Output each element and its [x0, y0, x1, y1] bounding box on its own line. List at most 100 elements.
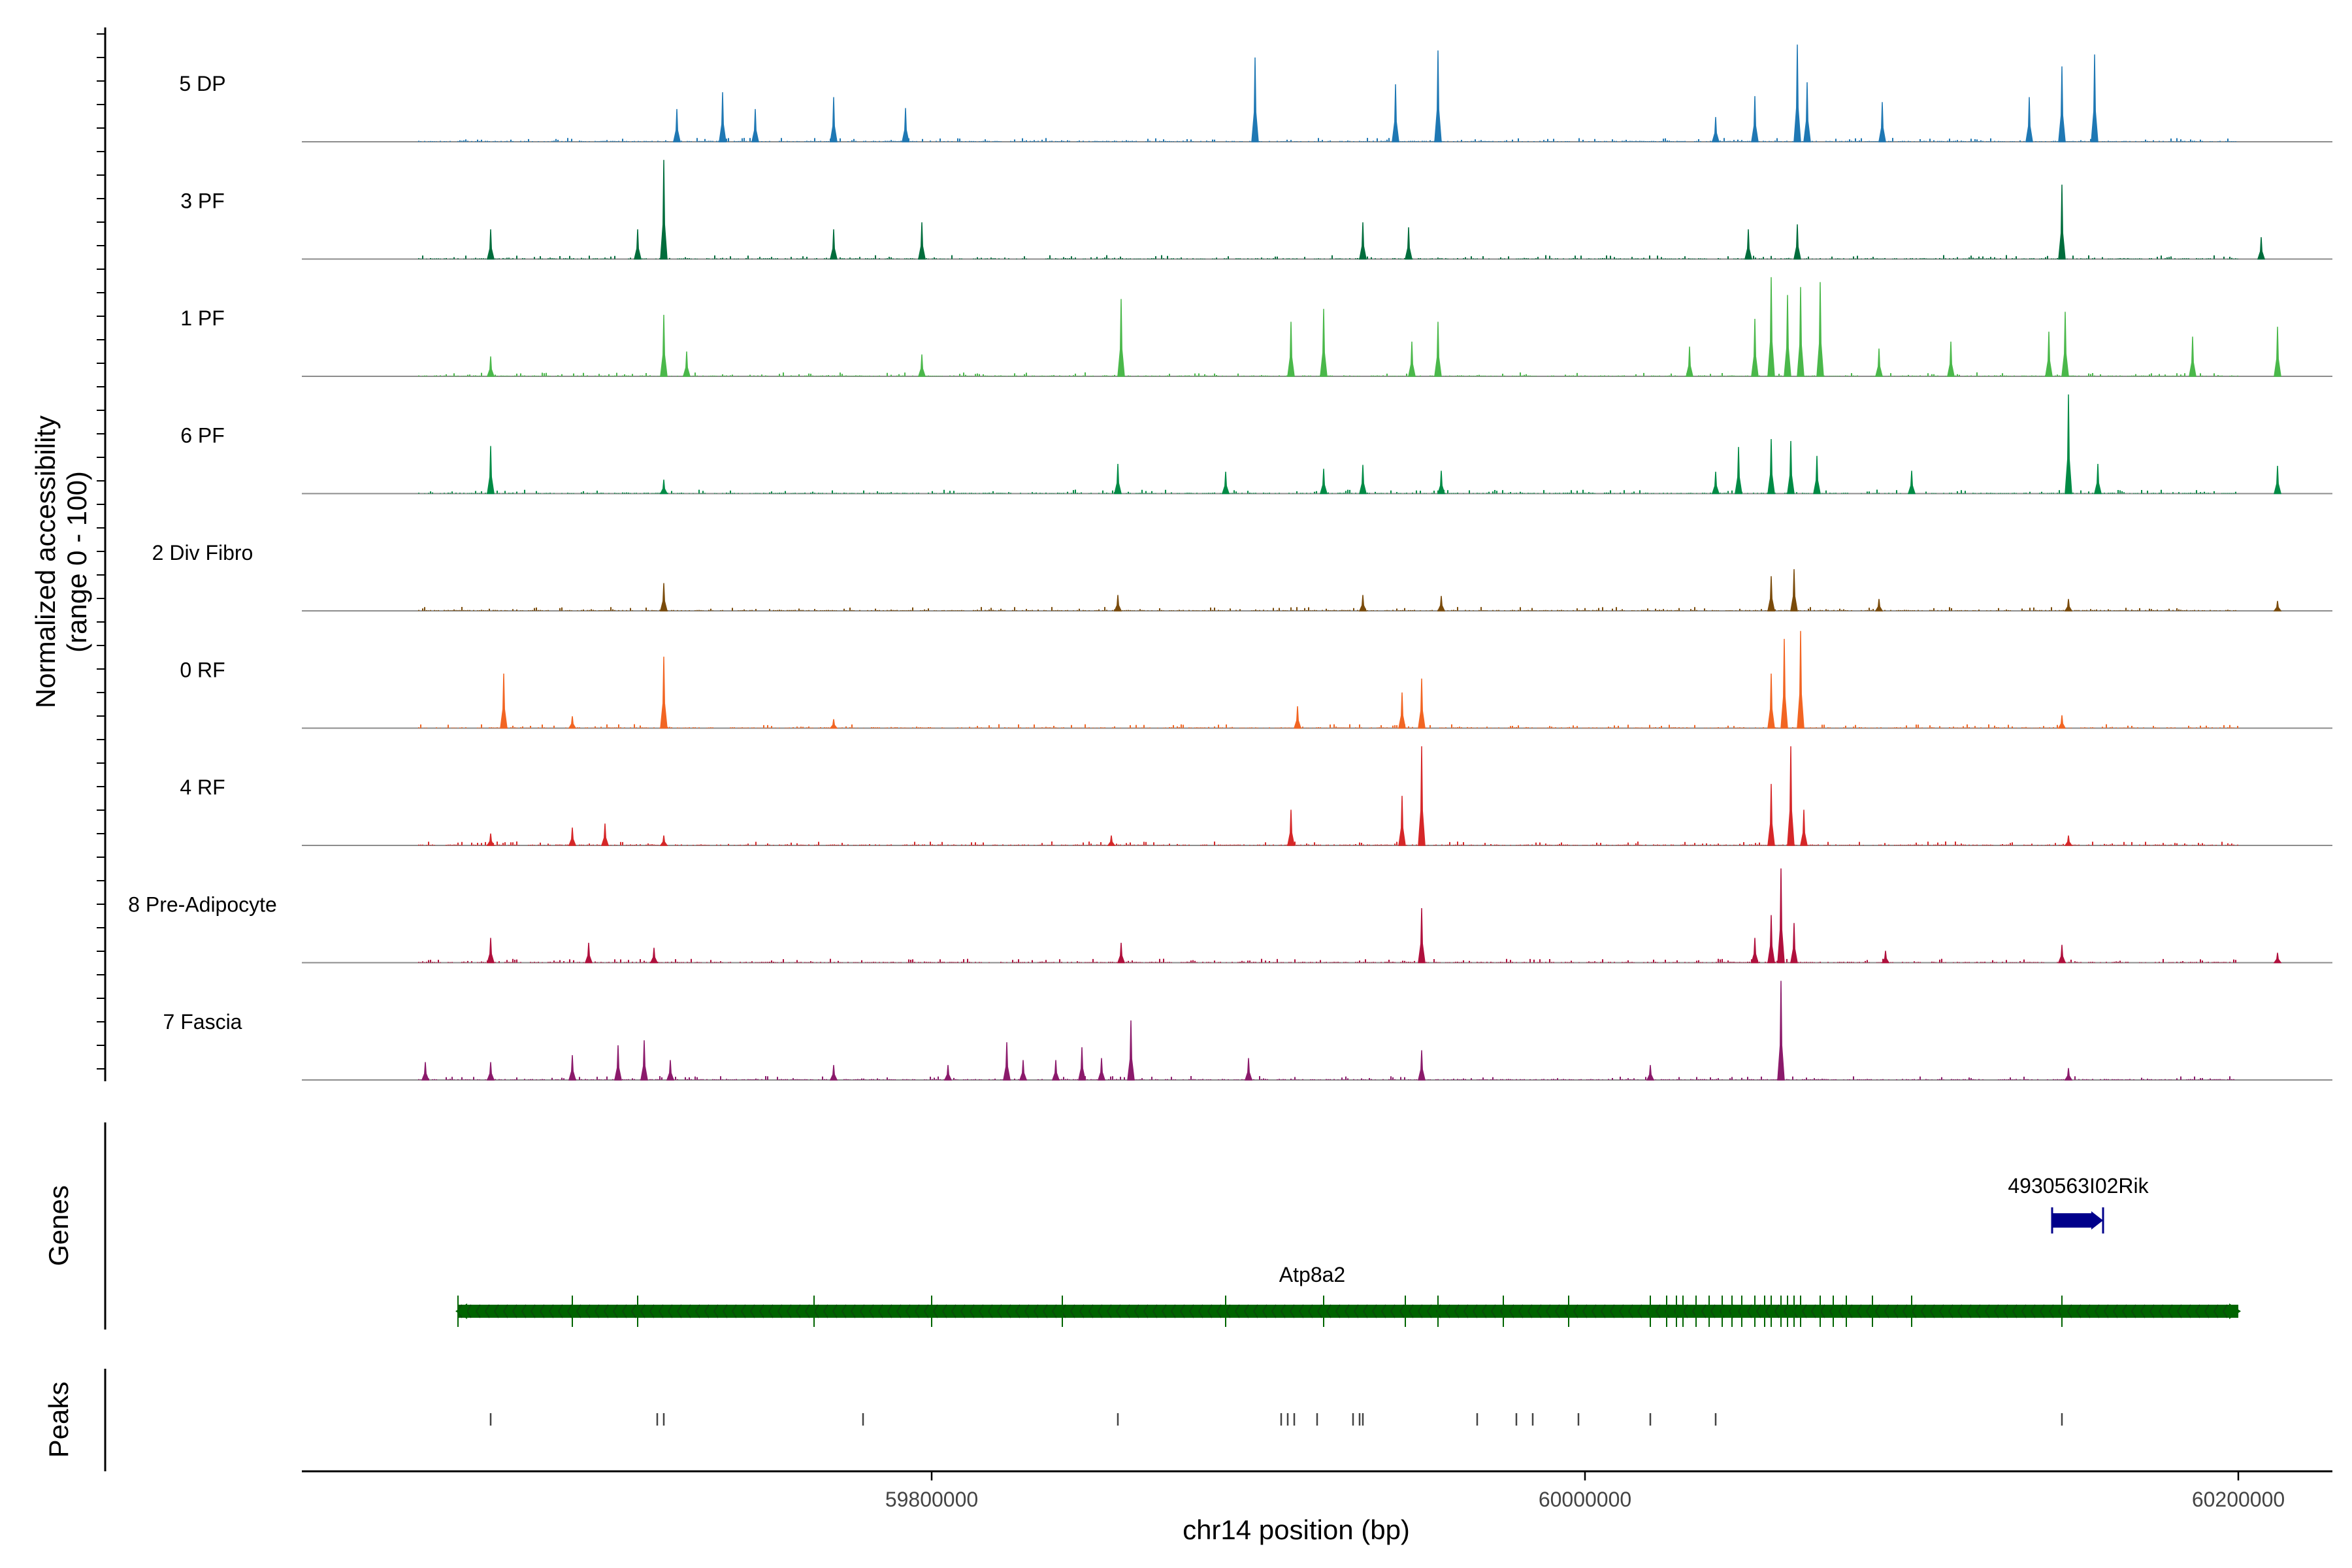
x-tick-label: 59800000	[885, 1488, 978, 1511]
track-peak	[2064, 1068, 2073, 1081]
track-peak	[1797, 630, 1805, 729]
track-peak	[1790, 569, 1798, 612]
track-peak	[1767, 783, 1775, 846]
track-peak	[1767, 576, 1775, 612]
track-peak	[1418, 678, 1426, 729]
track-peak	[666, 1060, 675, 1081]
track-peak	[1874, 598, 1884, 612]
track-label: 0 RF	[180, 659, 225, 682]
x-axis-title: chr14 position (bp)	[1183, 1514, 1410, 1545]
track-peak	[719, 92, 727, 142]
track-peak	[1244, 1058, 1253, 1081]
track-peak	[751, 108, 759, 142]
track-peak	[2274, 327, 2281, 377]
track-noise	[418, 841, 2238, 845]
track-peak	[1803, 82, 1811, 142]
track-peak	[830, 229, 838, 260]
track-peak	[1711, 472, 1720, 495]
track-peak	[1287, 809, 1295, 846]
gene-end-arrow	[2229, 1303, 2241, 1319]
peaks-panel: Peaks	[43, 1369, 2063, 1471]
peaks-panel-label: Peaks	[43, 1382, 74, 1458]
track-peak	[1881, 951, 1890, 964]
track-noise	[418, 958, 2236, 963]
x-axis: 59800000 60000000 60200000 chr14 position (…	[302, 1470, 2332, 1545]
track-peak	[2058, 66, 2066, 142]
track-peak	[2057, 945, 2066, 964]
track-peak	[2045, 331, 2053, 377]
track-peak	[1787, 440, 1795, 495]
track-peak	[830, 97, 838, 142]
track-peak	[487, 229, 495, 260]
track-noise	[418, 724, 2238, 728]
track-peak	[1787, 746, 1795, 846]
x-tick-label: 60000000	[1539, 1488, 1631, 1511]
track-peak	[1107, 835, 1116, 846]
track-peak	[600, 823, 610, 846]
track-peak	[500, 673, 508, 729]
gene-body	[458, 1305, 2238, 1318]
genes-panel-label: Genes	[43, 1185, 74, 1266]
gene-label: 4930563I02Rik	[2008, 1174, 2149, 1198]
track-peak	[660, 657, 668, 729]
track-peak	[1751, 96, 1759, 142]
track-peak	[1813, 455, 1821, 495]
track-peak	[1097, 1058, 1106, 1081]
gene-start-arrow	[455, 1303, 467, 1319]
track-peak	[2064, 598, 2073, 612]
genes-panel: Genes Atp8a2 4930563I02Rik	[43, 1122, 2241, 1330]
track-8-pre-adipocyte: 8 Pre-Adipocyte	[128, 868, 2332, 964]
track-7-fascia: 7 Fascia	[163, 981, 2332, 1081]
track-peak	[486, 1062, 495, 1081]
track-peak	[1686, 346, 1693, 377]
track-peak	[1405, 227, 1413, 260]
track-peak	[2058, 184, 2066, 260]
track-peak	[2091, 54, 2099, 142]
track-peak	[640, 1040, 648, 1081]
track-peak	[1051, 1060, 1060, 1081]
track-peak	[1735, 447, 1742, 495]
track-peak	[902, 108, 909, 142]
track-peak	[1287, 321, 1295, 377]
track-peak	[634, 229, 642, 260]
track-peak	[1751, 318, 1759, 377]
track-peak	[1359, 465, 1367, 495]
panel-frames	[97, 27, 106, 1081]
track-peak	[1777, 868, 1785, 964]
track-peak	[1793, 44, 1801, 142]
track-peak	[1907, 470, 1916, 495]
track-label: 7 Fascia	[163, 1010, 242, 1034]
track-peak	[1875, 348, 1883, 377]
track-peak	[1751, 938, 1759, 964]
gene-label: Atp8a2	[1279, 1263, 1345, 1286]
track-peak	[1800, 809, 1808, 846]
track-peak	[1434, 321, 1442, 377]
track-peak	[659, 835, 668, 846]
track-peak	[659, 480, 668, 495]
track-peak	[1418, 746, 1426, 846]
track-peak	[2025, 97, 2033, 142]
track-peak	[1744, 229, 1752, 260]
track-noise	[418, 255, 2238, 259]
track-peak	[2257, 237, 2266, 260]
track-peak	[1767, 915, 1775, 964]
track-noise	[418, 489, 2236, 494]
track-peak	[673, 108, 681, 142]
track-peak	[2273, 600, 2282, 612]
track-peak	[2273, 953, 2282, 964]
track-peak	[1221, 472, 1230, 495]
track-peak	[487, 938, 495, 964]
track-peak	[1780, 638, 1788, 729]
track-peak	[2061, 312, 2069, 377]
track-peak	[1320, 468, 1328, 495]
track-peak	[1358, 595, 1367, 612]
track-peak	[1392, 84, 1399, 142]
track-peak	[1117, 943, 1126, 964]
track-0-rf: 0 RF	[180, 630, 2332, 729]
track-peak	[1418, 907, 1426, 964]
gene-body	[2052, 1213, 2091, 1228]
track-peak	[660, 583, 668, 612]
track-peak	[584, 943, 593, 964]
track-peak	[1078, 1047, 1086, 1081]
